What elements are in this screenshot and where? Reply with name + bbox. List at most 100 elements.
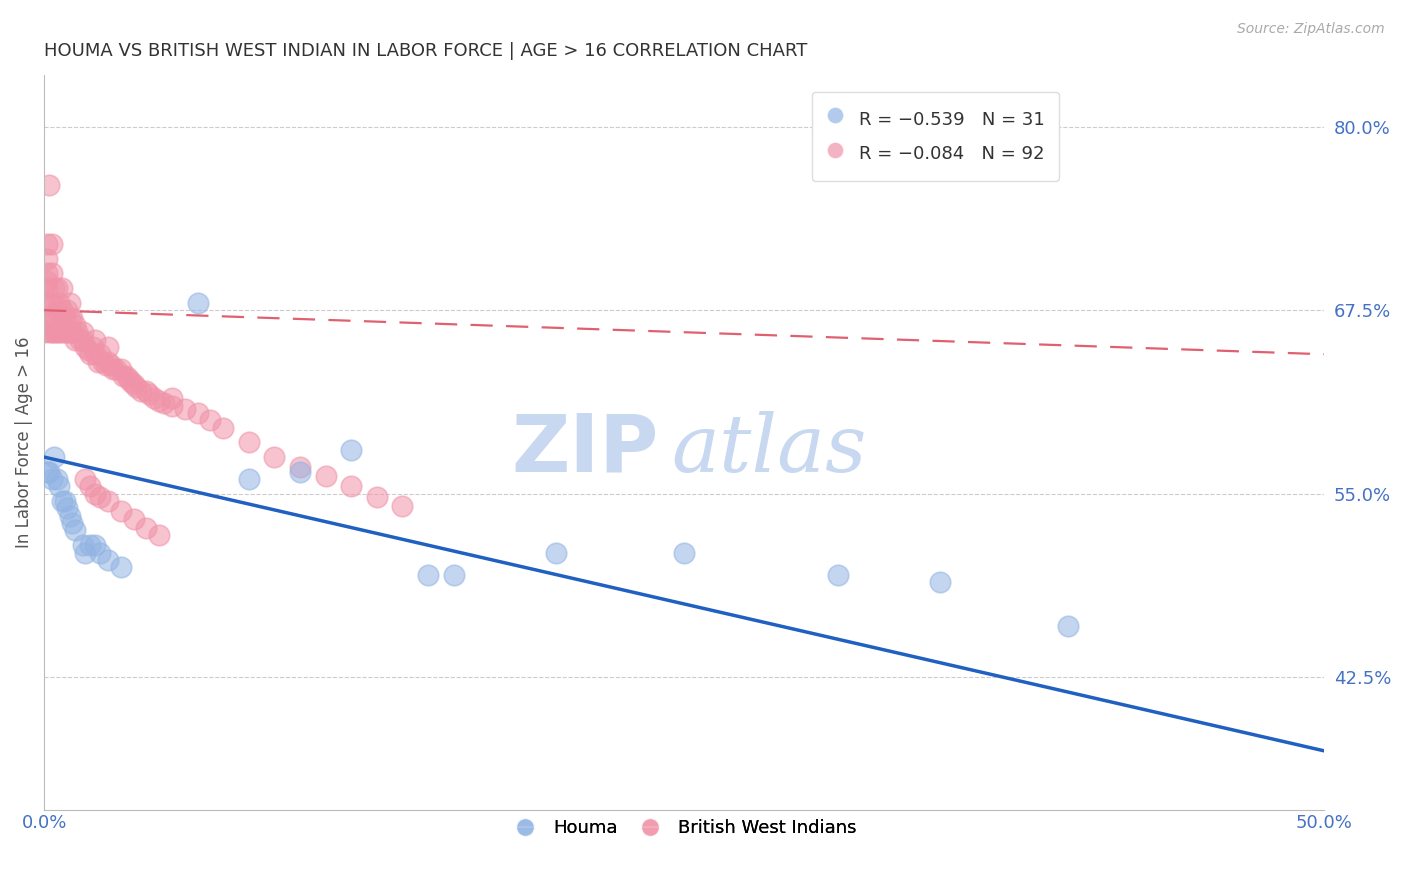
Point: [51, 494, 73, 508]
Point: [56, 303, 79, 318]
Point: [75, 340, 97, 354]
Point: [122, 376, 145, 391]
Point: [148, 394, 170, 409]
Legend: Houma, British West Indians: Houma, British West Indians: [505, 812, 863, 845]
Point: [72, 333, 94, 347]
Point: [91, 354, 114, 368]
Point: [544, 545, 567, 559]
Point: [76, 343, 98, 357]
Point: [44, 281, 66, 295]
Point: [1057, 619, 1080, 633]
Point: [45, 472, 67, 486]
Point: [135, 520, 157, 534]
Point: [340, 479, 363, 493]
Point: [120, 375, 142, 389]
Text: atlas: atlas: [671, 411, 866, 489]
Point: [51, 325, 73, 339]
Point: [110, 560, 132, 574]
Point: [103, 362, 125, 376]
Point: [110, 362, 132, 376]
Point: [187, 296, 209, 310]
Point: [69, 333, 91, 347]
Point: [32, 318, 55, 332]
Point: [35, 281, 58, 295]
Point: [35, 465, 58, 479]
Text: Source: ZipAtlas.com: Source: ZipAtlas.com: [1237, 22, 1385, 37]
Point: [53, 494, 76, 508]
Point: [66, 325, 89, 339]
Point: [63, 333, 86, 347]
Point: [75, 545, 97, 559]
Point: [416, 567, 439, 582]
Point: [32, 296, 55, 310]
Point: [35, 267, 58, 281]
Point: [44, 310, 66, 325]
Point: [79, 479, 101, 493]
Point: [56, 325, 79, 339]
Point: [94, 358, 117, 372]
Point: [41, 237, 63, 252]
Point: [238, 435, 260, 450]
Point: [391, 499, 413, 513]
Point: [131, 384, 153, 398]
Point: [104, 362, 127, 376]
Point: [84, 487, 107, 501]
Point: [60, 516, 83, 530]
Point: [97, 494, 120, 508]
Point: [63, 318, 86, 332]
Point: [79, 538, 101, 552]
Point: [82, 340, 104, 354]
Point: [84, 347, 107, 361]
Point: [56, 501, 79, 516]
Point: [63, 524, 86, 538]
Point: [59, 325, 82, 339]
Point: [110, 504, 132, 518]
Point: [672, 545, 695, 559]
Point: [45, 303, 67, 318]
Point: [315, 469, 337, 483]
Point: [340, 442, 363, 457]
Point: [48, 479, 70, 493]
Text: ZIP: ZIP: [512, 410, 658, 489]
Point: [44, 325, 66, 339]
Text: HOUMA VS BRITISH WEST INDIAN IN LABOR FORCE | AGE > 16 CORRELATION CHART: HOUMA VS BRITISH WEST INDIAN IN LABOR FO…: [44, 42, 807, 60]
Point: [48, 325, 70, 339]
Point: [200, 413, 222, 427]
Point: [35, 274, 58, 288]
Point: [187, 406, 209, 420]
Point: [212, 420, 235, 434]
Point: [84, 333, 107, 347]
Point: [38, 178, 60, 193]
Y-axis label: In Labor Force | Age > 16: In Labor Force | Age > 16: [15, 336, 32, 548]
Point: [51, 281, 73, 295]
Point: [443, 567, 465, 582]
Point: [59, 310, 82, 325]
Point: [153, 395, 176, 409]
Point: [89, 347, 111, 361]
Point: [929, 574, 952, 589]
Point: [173, 401, 195, 416]
Point: [48, 296, 70, 310]
Point: [38, 465, 60, 479]
Point: [53, 310, 76, 325]
Point: [41, 325, 63, 339]
Point: [53, 325, 76, 339]
Point: [143, 392, 166, 406]
Point: [288, 460, 311, 475]
Point: [89, 545, 111, 559]
Point: [112, 369, 135, 384]
Point: [38, 310, 60, 325]
Point: [288, 465, 311, 479]
Point: [100, 358, 122, 372]
Point: [89, 490, 111, 504]
Point: [41, 267, 63, 281]
Point: [59, 296, 82, 310]
Point: [38, 296, 60, 310]
Point: [41, 296, 63, 310]
Point: [84, 538, 107, 552]
Point: [115, 369, 138, 384]
Point: [366, 490, 388, 504]
Point: [97, 553, 120, 567]
Point: [59, 508, 82, 523]
Point: [60, 310, 83, 325]
